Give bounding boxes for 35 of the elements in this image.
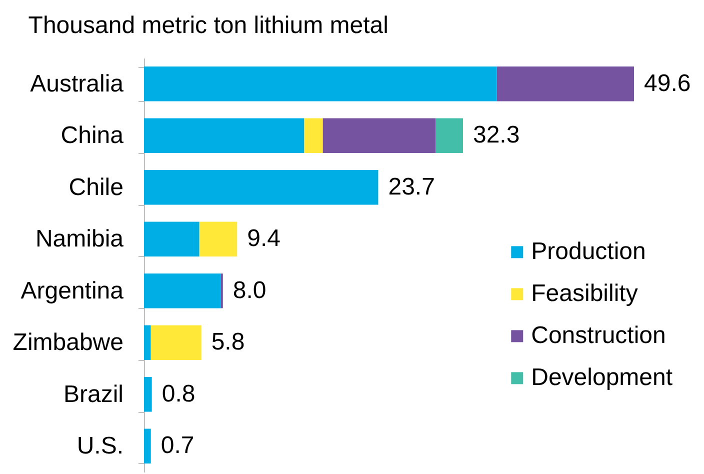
- bar: [144, 274, 221, 308]
- bar: [144, 118, 304, 153]
- legend-label: Construction: [531, 322, 666, 350]
- y-tick-label: Argentina: [20, 277, 124, 304]
- annotation: 49.6: [644, 70, 691, 97]
- annotation: 0.8: [162, 380, 196, 408]
- y-tick-label: Australia: [30, 70, 124, 98]
- bar: [322, 118, 436, 153]
- bar: [304, 118, 323, 153]
- y-tick-label: Chile: [68, 174, 124, 201]
- bar: [496, 66, 634, 102]
- annotation: 0.7: [160, 432, 194, 460]
- y-tick-label: China: [60, 122, 124, 150]
- bar: [199, 222, 238, 256]
- annotation: 9.4: [247, 225, 280, 252]
- legend-label: Production: [531, 238, 646, 266]
- bar: [144, 222, 200, 256]
- bar: [150, 325, 202, 360]
- bar: [436, 118, 463, 153]
- chart-title: Thousand metric ton lithium metal: [28, 12, 388, 39]
- annotation: 8.0: [232, 276, 266, 304]
- y-tick-label: Brazil: [63, 380, 124, 408]
- bar: [144, 66, 497, 102]
- bar: [144, 428, 151, 464]
- bar: [144, 377, 152, 412]
- y-tick-label: U.S.: [76, 432, 124, 460]
- y-tick-label: Zimbabwe: [12, 329, 124, 356]
- y-tick-label: Namibia: [35, 226, 124, 253]
- bar: [144, 170, 378, 205]
- legend-label: Development: [531, 364, 673, 392]
- legend-label: Feasibility: [531, 280, 638, 308]
- bar: [144, 325, 151, 360]
- annotation: 23.7: [388, 173, 435, 200]
- annotation: 32.3: [472, 122, 520, 149]
- annotation: 5.8: [211, 328, 245, 356]
